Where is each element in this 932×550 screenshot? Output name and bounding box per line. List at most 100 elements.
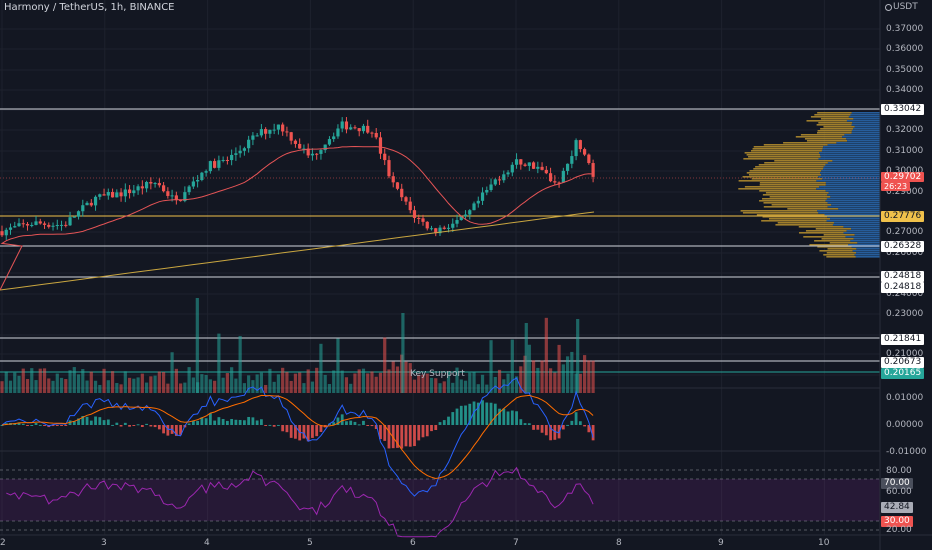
- macd-histogram-bar: [302, 425, 306, 439]
- volume-profile-bar: [806, 140, 848, 142]
- candle-body: [565, 163, 570, 171]
- macd-histogram-bar: [532, 425, 535, 430]
- macd-histogram-bar: [362, 420, 365, 425]
- volume-bar: [42, 368, 47, 393]
- rsi-pane-band: [0, 479, 880, 521]
- volume-bar: [421, 374, 425, 393]
- volume-bar: [38, 368, 42, 393]
- volume-bar: [463, 380, 468, 393]
- level-label[interactable]: 0.24818: [881, 271, 925, 282]
- volume-profile-bar: [846, 230, 880, 232]
- volume-profile-bar: [783, 142, 837, 144]
- volume-profile-bar: [743, 158, 819, 160]
- volume-bar: [361, 368, 366, 393]
- candle-body: [429, 228, 434, 230]
- macd-histogram-bar: [553, 425, 557, 440]
- volume-bar: [374, 376, 378, 393]
- volume-bar: [213, 380, 217, 393]
- volume-bar: [302, 383, 306, 393]
- candle-body: [557, 182, 561, 184]
- volume-bar: [55, 373, 59, 393]
- candle-body: [17, 223, 21, 227]
- candle-body: [323, 144, 327, 151]
- candle-body: [485, 190, 489, 193]
- price-tick: 0.30000: [886, 166, 924, 176]
- volume-profile-bar: [838, 208, 880, 210]
- volume-profile-bar: [852, 250, 880, 252]
- volume-bar: [438, 383, 442, 393]
- candle-body: [425, 221, 429, 229]
- candle-body: [531, 162, 536, 169]
- macd-histogram-bar: [21, 423, 25, 425]
- volume-profile-bar: [815, 228, 852, 230]
- volume-bar: [497, 369, 502, 393]
- volume-bar: [578, 373, 582, 393]
- volume-profile-bar: [752, 148, 823, 150]
- volume-bar: [591, 360, 595, 393]
- volume-profile-bar: [761, 220, 827, 222]
- macd-tick: -0.01000: [886, 447, 927, 457]
- volume-bar: [387, 369, 391, 393]
- candle-body: [13, 226, 17, 228]
- volume-bar: [502, 379, 506, 393]
- candle-body: [446, 227, 451, 229]
- candle-body: [234, 153, 238, 155]
- macd-histogram-bar: [89, 420, 93, 425]
- volume-bar: [514, 376, 519, 393]
- volume-bar: [510, 339, 514, 393]
- volume-profile-bar: [803, 236, 846, 238]
- volume-bar: [102, 368, 106, 393]
- volume-profile-bar: [854, 234, 880, 236]
- macd-histogram-bar: [174, 425, 178, 436]
- volume-profile-bar: [819, 154, 880, 156]
- volume-profile-bar: [817, 246, 852, 248]
- volume-profile-bar: [817, 112, 852, 114]
- time-tick: 9: [718, 538, 724, 548]
- volume-profile-bar: [827, 216, 880, 218]
- volume-bar: [144, 382, 149, 393]
- macd-histogram-bar: [106, 419, 110, 425]
- candle-body: [383, 153, 387, 161]
- macd-histogram-bar: [272, 425, 276, 427]
- time-tick: 3: [101, 538, 107, 548]
- candle-body: [438, 227, 442, 234]
- candle-body: [204, 171, 208, 173]
- macd-histogram-bar: [366, 425, 370, 426]
- volume-bar: [98, 384, 102, 393]
- volume-profile-bar: [851, 130, 880, 132]
- volume-bar: [140, 373, 144, 393]
- level-label[interactable]: 0.20673: [881, 357, 925, 368]
- volume-profile-bar: [846, 138, 880, 140]
- volume-bar: [353, 373, 357, 393]
- level-label[interactable]: 0.26328: [881, 241, 925, 252]
- volume-profile-bar: [759, 184, 826, 186]
- macd-histogram-bar: [34, 422, 38, 425]
- volume-profile-bar: [820, 118, 854, 120]
- level-label[interactable]: 0.24818: [881, 282, 925, 293]
- candle-body: [281, 124, 285, 132]
- volume-bar: [59, 377, 64, 393]
- volume-profile-bar: [853, 128, 880, 130]
- candle-body: [196, 180, 200, 182]
- macd-histogram-bar: [434, 425, 438, 430]
- candle-body: [442, 227, 446, 229]
- level-label[interactable]: 0.33042: [881, 104, 925, 115]
- volume-bar: [0, 381, 4, 393]
- volume-profile-bar: [819, 250, 853, 252]
- rsi-tick: 20.00: [886, 525, 912, 535]
- volume-profile-bar: [819, 152, 880, 154]
- volume-profile-bar: [818, 122, 853, 124]
- level-label[interactable]: 0.20165: [881, 368, 925, 379]
- candle-body: [357, 128, 361, 132]
- key-support-annotation[interactable]: Key Support: [410, 369, 465, 379]
- volume-profile-bar: [823, 234, 855, 236]
- macd-histogram-bar: [574, 412, 578, 425]
- candle-body: [64, 224, 68, 226]
- level-label[interactable]: 0.27776: [881, 211, 925, 222]
- level-label[interactable]: 0.21841: [881, 334, 925, 345]
- volume-bar: [383, 337, 387, 393]
- macd-histogram-bar: [94, 416, 97, 425]
- macd-histogram-bar: [285, 425, 289, 433]
- candle-body: [489, 184, 493, 191]
